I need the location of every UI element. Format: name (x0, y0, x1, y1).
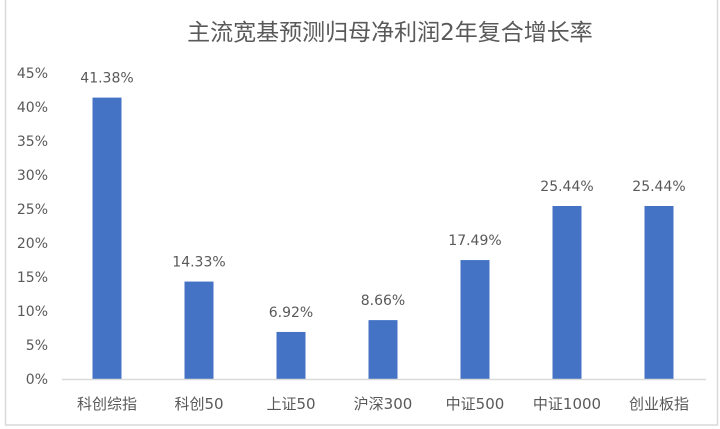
data-label: 8.66% (361, 293, 405, 309)
y-tick-label: 15% (17, 270, 48, 286)
y-tick-label: 0% (26, 372, 48, 388)
y-tick-label: 30% (17, 168, 48, 184)
bar (368, 320, 398, 379)
data-label: 6.92% (269, 305, 313, 321)
x-tick-label: 中证1000 (533, 395, 601, 413)
bar (552, 206, 582, 379)
y-tick-label: 40% (17, 100, 48, 116)
bar (184, 281, 214, 379)
bar (644, 206, 674, 379)
data-label: 17.49% (448, 233, 501, 249)
y-tick-label: 45% (17, 66, 48, 82)
y-tick-label: 10% (17, 304, 48, 320)
bar (92, 97, 122, 379)
data-label: 14.33% (172, 255, 225, 271)
y-tick-label: 20% (17, 236, 48, 252)
bar (276, 331, 306, 379)
x-tick-label: 创业板指 (629, 395, 689, 413)
y-tick-label: 25% (17, 202, 48, 218)
chart-title: 主流宽基预测归母净利润2年复合增长率 (187, 20, 593, 46)
bar (460, 260, 490, 379)
y-tick-label: 5% (26, 338, 48, 354)
chart-border (4, 0, 719, 426)
x-tick-label: 中证500 (446, 395, 505, 413)
data-label: 41.38% (80, 71, 133, 87)
x-tick-label: 沪深300 (354, 395, 413, 413)
x-tick-label: 科创50 (174, 395, 223, 413)
data-label: 25.44% (632, 179, 685, 195)
x-tick-label: 科创综指 (77, 395, 137, 413)
x-tick-label: 上证50 (266, 395, 315, 413)
data-label: 25.44% (540, 179, 593, 195)
y-tick-label: 35% (17, 134, 48, 150)
